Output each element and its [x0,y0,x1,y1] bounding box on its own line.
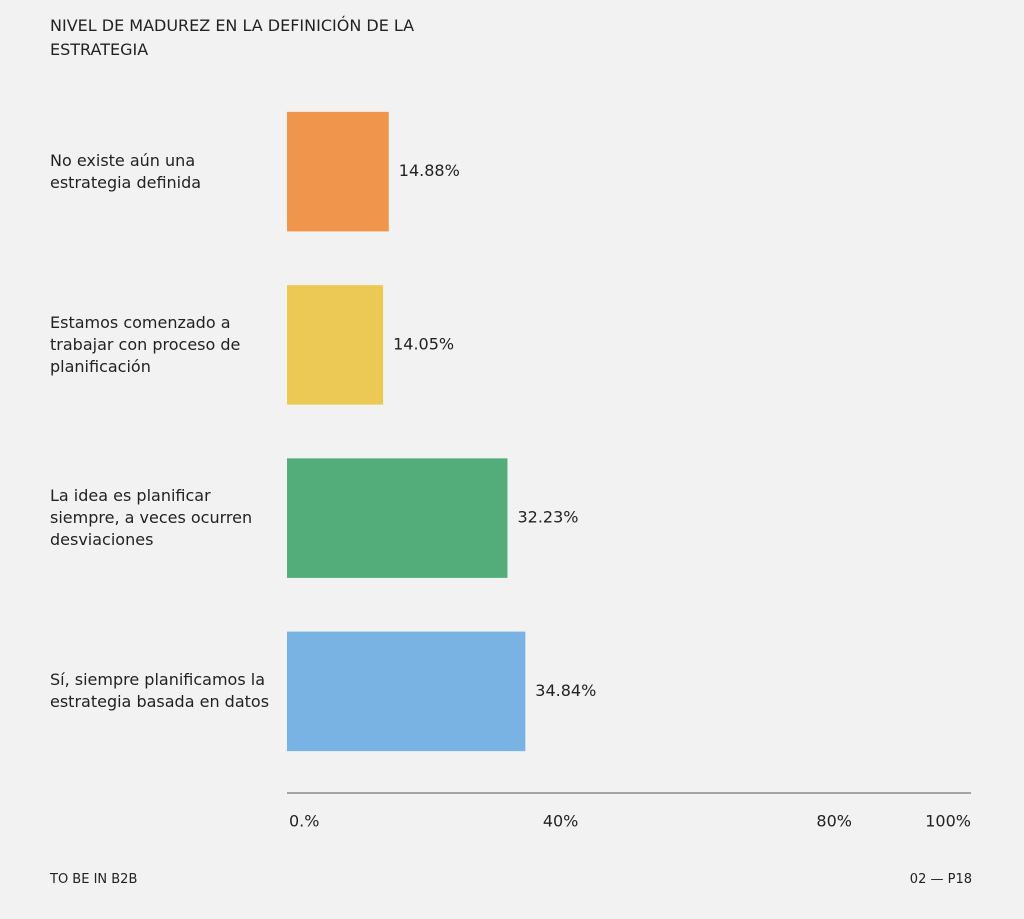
footer-left: TO BE IN B2B [50,872,138,887]
footer-right: 02 — P18 [909,872,972,887]
bar [287,285,384,405]
bar [287,631,526,752]
category-label: No existe aún una estrategia definida [50,150,202,192]
value-label: 14.05% [393,334,454,353]
bar [287,458,508,578]
value-label: 34.84% [535,681,596,700]
category-label: La idea es planificar siempre, a veces o… [50,486,253,550]
x-tick-label: 40% [543,812,579,831]
x-tick-label: 0.% [289,812,319,831]
chart-title: NIVEL DE MADUREZ EN LA DEFINICIÓN DE LA … [50,16,415,59]
x-tick-label: 100% [925,812,971,831]
value-label: 14.88% [399,161,460,180]
category-label: Sí, siempre planificamos la estrategia b… [50,670,270,712]
bar [287,111,389,232]
value-label: 32.23% [517,508,578,527]
x-tick-label: 80% [816,812,852,831]
category-label: Estamos comenzado a trabajar con proceso… [50,312,241,376]
